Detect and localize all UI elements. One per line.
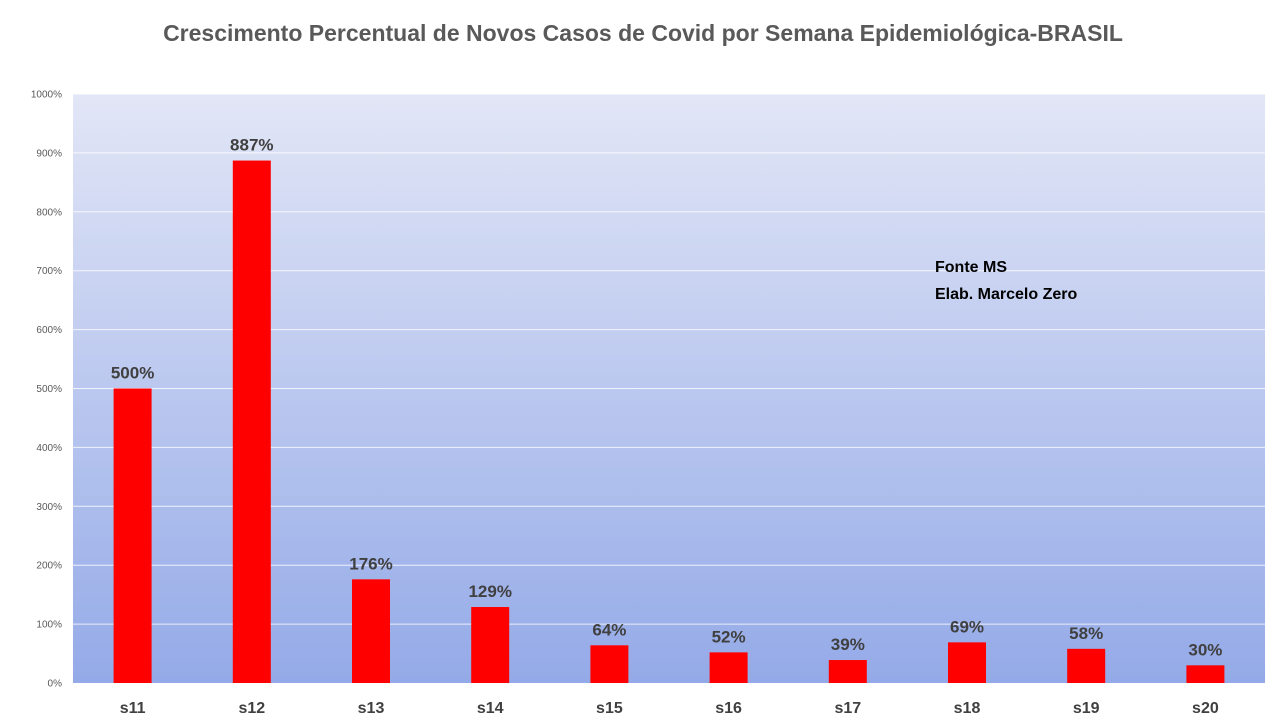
source-note: Fonte MS [935, 259, 1007, 276]
x-tick-label: s19 [1073, 700, 1100, 717]
data-label: 500% [111, 364, 154, 383]
x-tick-label: s18 [954, 700, 981, 717]
y-tick-label: 700% [36, 266, 62, 277]
bar-s16 [709, 652, 748, 683]
x-tick-label: s13 [358, 700, 385, 717]
x-tick-label: s15 [596, 700, 623, 717]
x-axis: s11 s12 s13 s14 s15 s16 s17 s18 s19 s20 [120, 700, 1219, 717]
data-label: 69% [950, 617, 984, 636]
bar-s11 [113, 388, 152, 683]
y-tick-label: 800% [36, 207, 62, 218]
bar-s15 [590, 645, 629, 683]
x-tick-label: s20 [1192, 700, 1219, 717]
bar-s12 [232, 160, 271, 683]
data-label: 39% [831, 635, 865, 654]
x-tick-label: s12 [238, 700, 265, 717]
author-note: Elab. Marcelo Zero [935, 286, 1078, 303]
x-tick-label: s11 [120, 700, 146, 717]
y-tick-label: 900% [36, 148, 62, 159]
y-tick-label: 400% [36, 443, 62, 454]
data-labels: 500% 887% 176% 129% 64% 52% 39% 69% 58% 30% [111, 136, 1223, 660]
x-tick-label: s17 [834, 700, 861, 717]
y-tick-label: 100% [36, 620, 62, 631]
data-label: 30% [1188, 640, 1222, 659]
x-tick-label: s14 [477, 700, 504, 717]
data-label: 887% [230, 136, 273, 155]
data-label: 129% [468, 582, 511, 601]
data-label: 176% [349, 554, 392, 573]
bar-s13 [352, 579, 390, 683]
x-tick-label: s16 [715, 700, 742, 717]
bar-s18 [948, 642, 986, 683]
bar-s20 [1186, 665, 1225, 683]
data-label: 64% [592, 620, 626, 639]
bar-s19 [1067, 648, 1106, 683]
chart-title: Crescimento Percentual de Novos Casos de… [163, 20, 1123, 46]
y-tick-label: 500% [36, 384, 62, 395]
y-axis: 0% 100% 200% 300% 400% 500% 600% 700% 800% 900% 10… [31, 90, 62, 690]
bars [113, 160, 1225, 683]
bar-s14 [471, 607, 510, 683]
data-label: 52% [712, 627, 746, 646]
bar-s17 [828, 660, 867, 683]
y-tick-label: 300% [36, 502, 62, 513]
gridlines [73, 93, 1265, 625]
data-label: 58% [1069, 624, 1103, 643]
y-tick-label: 0% [48, 679, 63, 690]
y-tick-label: 600% [36, 325, 62, 336]
y-tick-label: 1000% [31, 90, 62, 101]
y-tick-label: 200% [36, 561, 62, 572]
